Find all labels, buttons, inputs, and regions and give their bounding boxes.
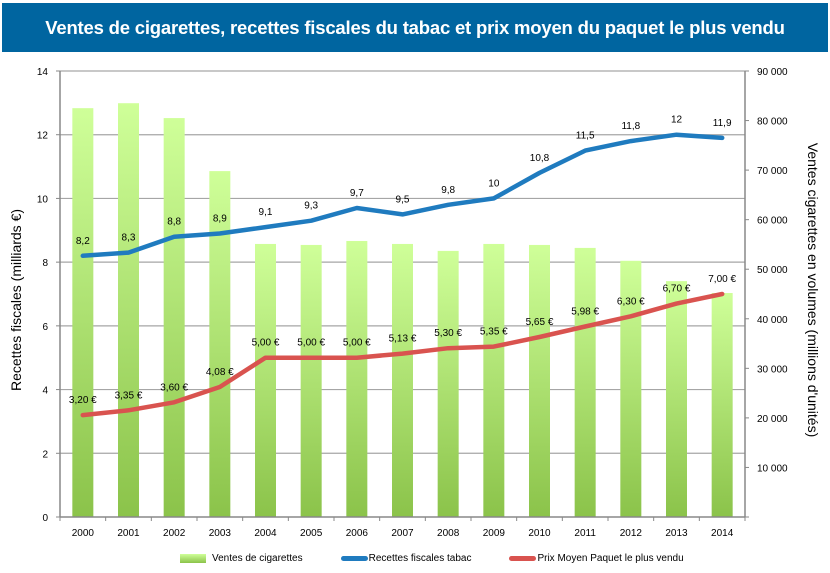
chart-title-banner: Ventes de cigarettes, recettes fiscales … (2, 3, 828, 52)
data-label-prix: 5,00 € (297, 338, 325, 349)
data-label-recettes: 9,8 (441, 185, 455, 196)
x-tick-label: 2002 (163, 528, 186, 539)
bar-ventes-2013 (666, 281, 687, 517)
data-label-recettes: 11,5 (576, 131, 595, 142)
bar-ventes-2002 (163, 118, 185, 518)
bar-ventes-2010 (529, 244, 550, 517)
y-left-tick-label: 4 (42, 386, 48, 397)
legend-swatch-bar (180, 553, 206, 563)
x-tick-label: 2001 (117, 528, 140, 539)
y-axis-right-title: Ventes cigarettes en volumes (millions d… (805, 142, 822, 438)
x-tick-label: 2007 (391, 528, 414, 539)
y-right-tick-label: 30 000 (757, 364, 788, 375)
data-label-recettes: 11,8 (621, 121, 640, 132)
legend-swatch-line-blue (340, 555, 368, 561)
y-right-tick-label: 10 000 (757, 463, 788, 474)
data-label-prix: 5,00 € (343, 338, 371, 349)
y-axis-right-title-wrap: Ventes cigarettes en volumes (millions d… (800, 75, 826, 505)
x-tick-label: 2011 (574, 528, 596, 539)
y-right-tick-label: 90 000 (757, 67, 788, 78)
data-label-prix: 3,60 € (160, 382, 188, 393)
y-right-tick-label: 70 000 (757, 166, 788, 177)
y-left-tick-label: 14 (37, 67, 49, 78)
y-right-tick-label: 20 000 (757, 414, 788, 425)
data-label-recettes: 9,7 (350, 188, 364, 199)
x-tick-label: 2014 (711, 528, 734, 539)
data-label-recettes: 11,9 (713, 118, 732, 129)
legend-label: Recettes fiscales tabac (368, 552, 472, 564)
x-tick-label: 2000 (72, 528, 95, 539)
data-label-recettes: 10 (488, 178, 500, 189)
bar-series-ventes (72, 103, 733, 518)
y-right-tick-label: 40 000 (757, 315, 788, 326)
data-label-prix: 5,30 € (434, 328, 462, 339)
bar-ventes-2005 (300, 244, 322, 517)
data-label-recettes: 8,3 (122, 233, 136, 244)
data-labels: 8,2 8,3 8,8 8,9 9,1 9,3 9,7 9,5 9,8 10 10,8 11,5 11,… (69, 115, 737, 406)
y-left-tick-label: 2 (42, 449, 48, 460)
chart-title: Ventes de cigarettes, recettes fiscales … (45, 16, 785, 38)
x-tick-label: 2004 (254, 528, 277, 539)
bar-ventes-2000 (72, 108, 94, 518)
data-label-prix: 6,70 € (663, 284, 691, 295)
data-label-recettes: 9,1 (259, 207, 273, 218)
data-label-prix: 6,30 € (617, 296, 645, 307)
legend-item-recettes: Recettes fiscales tabac (340, 552, 472, 564)
legend-label: Prix Moyen Paquet le plus vendu (537, 552, 684, 564)
data-label-prix: 5,65 € (526, 317, 554, 328)
x-tick-label: 2009 (483, 528, 506, 539)
x-tick-label: 2005 (300, 528, 323, 539)
bar-ventes-2004 (255, 243, 276, 517)
axes: 0 2 4 6 8 10 12 14 10 000 20 000 30 000 40 000 50 00… (37, 67, 788, 539)
data-label-recettes: 9,3 (304, 201, 318, 212)
data-label-prix: 3,35 € (115, 390, 143, 401)
x-tick-label: 2010 (528, 528, 551, 539)
data-label-recettes: 12 (671, 115, 683, 126)
y-left-tick-label: 12 (37, 131, 49, 142)
bar-ventes-2009 (483, 243, 505, 517)
bar-ventes-2001 (118, 103, 139, 517)
data-label-prix: 3,20 € (69, 395, 97, 406)
x-tick-label: 2006 (346, 528, 369, 539)
data-label-prix: 5,35 € (480, 327, 508, 338)
data-label-recettes: 8,9 (213, 213, 227, 224)
data-label-recettes: 10,8 (530, 153, 550, 164)
y-right-tick-label: 50 000 (757, 265, 788, 276)
y-right-tick-label: 80 000 (757, 117, 788, 128)
data-label-prix: 5,98 € (571, 306, 599, 317)
data-label-recettes: 9,5 (396, 194, 410, 205)
line-series (80, 132, 725, 418)
legend-swatch-line-red (509, 555, 537, 561)
data-label-prix: 7,00 € (708, 274, 736, 285)
legend-item-prix: Prix Moyen Paquet le plus vendu (509, 552, 684, 564)
bar-ventes-2008 (437, 250, 459, 518)
y-left-tick-label: 0 (42, 513, 48, 524)
legend-label: Ventes de cigarettes (212, 552, 303, 564)
y-left-tick-label: 10 (37, 194, 49, 205)
x-tick-label: 2013 (665, 528, 688, 539)
bar-ventes-2011 (574, 247, 596, 517)
bar-ventes-2014 (711, 293, 733, 517)
y-left-tick-label: 8 (42, 258, 48, 269)
bar-ventes-2003 (209, 171, 231, 517)
x-tick-label: 2003 (209, 528, 232, 539)
x-tick-label: 2012 (620, 528, 643, 539)
data-label-prix: 5,00 € (252, 338, 280, 349)
y-right-tick-label: 60 000 (757, 216, 788, 227)
data-label-prix: 5,13 € (389, 334, 417, 345)
bar-ventes-2012 (620, 260, 642, 517)
y-axis-left-title: Recettes fiscales (milliards €) (8, 208, 24, 392)
data-label-prix: 4,08 € (206, 367, 234, 378)
legend: Ventes de cigarettes Recettes fiscales t… (180, 550, 722, 566)
y-axis-left-title-wrap: Recettes fiscales (milliards €) (4, 95, 28, 505)
bar-ventes-2006 (346, 240, 368, 517)
y-left-tick-label: 6 (42, 322, 48, 333)
data-label-recettes: 8,8 (167, 217, 181, 228)
bar-ventes-2007 (392, 243, 413, 517)
data-label-recettes: 8,2 (76, 236, 90, 247)
x-tick-label: 2008 (437, 528, 460, 539)
legend-item-ventes: Ventes de cigarettes (180, 553, 303, 564)
